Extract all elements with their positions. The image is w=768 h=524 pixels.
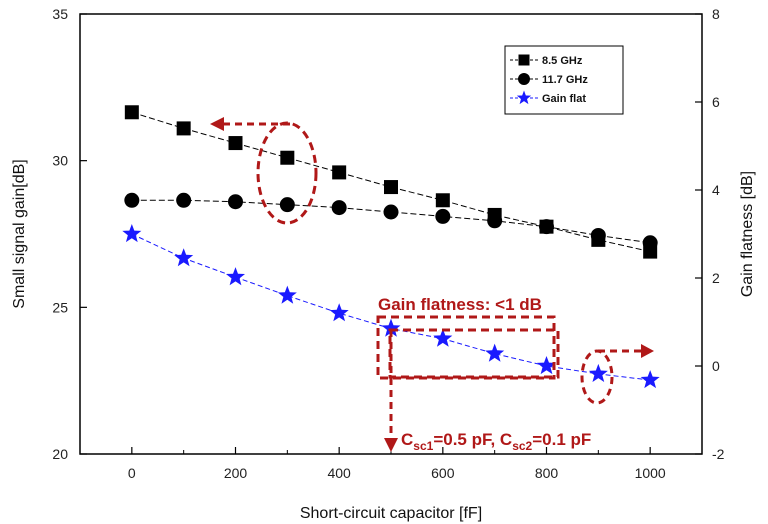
x-axis-label: Short-circuit capacitor [fF]	[300, 505, 482, 522]
data-point-series-1	[332, 165, 347, 180]
x-tick-label: 0	[128, 465, 136, 481]
capacitor-label: Csc1=0.5 pF, Csc2=0.1 pF	[401, 430, 591, 453]
x-tick-label: 400	[327, 465, 351, 481]
arrow-right-head	[641, 344, 654, 358]
legend-marker-3	[516, 90, 532, 105]
y-right-tick-label: 4	[712, 182, 720, 198]
data-point-series-2	[642, 235, 658, 251]
data-point-series-1	[435, 193, 450, 208]
y-left-tick-label: 25	[52, 299, 68, 315]
data-point-series-3	[277, 285, 297, 304]
data-point-series-3	[381, 318, 401, 337]
x-tick-label: 200	[224, 465, 248, 481]
data-point-series-2	[539, 219, 554, 235]
legend-label-3: Gain flat	[542, 93, 586, 105]
flatness-box-inner	[388, 328, 560, 379]
data-point-series-2	[487, 213, 503, 229]
legend-marker-2	[518, 73, 530, 85]
y-right-tick-label: 8	[712, 6, 720, 22]
series-line-1	[131, 111, 651, 253]
data-point-series-3	[536, 356, 557, 375]
data-point-series-3	[588, 363, 608, 383]
data-point-series-3	[174, 248, 194, 267]
data-point-series-2	[228, 194, 243, 210]
y-left-axis-label: Small signal gain[dB]	[11, 159, 28, 308]
y-left-tick-label: 35	[52, 6, 68, 22]
data-point-series-3	[225, 267, 246, 286]
data-point-series-2	[124, 192, 140, 208]
y-right-tick-label: 6	[712, 94, 720, 110]
data-point-series-3	[329, 303, 349, 322]
y-right-tick-label: 0	[712, 358, 720, 374]
data-point-series-2	[279, 197, 295, 213]
x-tick-label: 600	[431, 465, 455, 481]
arrow-left-head	[210, 117, 224, 131]
series-line-2	[131, 199, 651, 244]
data-point-series-2	[590, 227, 606, 243]
y-right-tick-label: -2	[712, 446, 725, 462]
x-tick-label: 1000	[635, 465, 666, 481]
legend-label-1: 8.5 GHz	[542, 55, 583, 67]
data-point-series-1	[280, 150, 295, 165]
legend-label-2: 11.7 GHz	[542, 74, 588, 86]
data-point-series-2	[383, 204, 399, 220]
y-left-tick-label: 30	[52, 153, 68, 169]
data-point-series-2	[176, 192, 192, 208]
data-point-series-1	[124, 105, 139, 120]
data-point-series-2	[435, 208, 451, 224]
data-point-series-1	[176, 121, 191, 136]
data-point-series-1	[384, 180, 398, 195]
y-right-tick-label: 2	[712, 270, 720, 286]
legend-marker-1	[518, 54, 530, 66]
flatness-label: Gain flatness: <1 dB	[378, 295, 542, 314]
data-point-series-3	[485, 343, 505, 362]
data-point-series-3	[122, 224, 142, 243]
flatness-box-outer	[376, 315, 556, 380]
ellipse-right-annotation	[580, 349, 614, 405]
arrow-down-head	[384, 438, 398, 452]
y-right-axis-label: Gain flatness [dB]	[739, 171, 756, 297]
data-point-series-2	[331, 200, 347, 216]
y-left-tick-label: 20	[52, 446, 68, 462]
data-point-series-3	[640, 370, 660, 389]
data-point-series-1	[228, 136, 243, 151]
x-tick-label: 800	[535, 465, 559, 481]
data-point-series-3	[433, 328, 453, 347]
